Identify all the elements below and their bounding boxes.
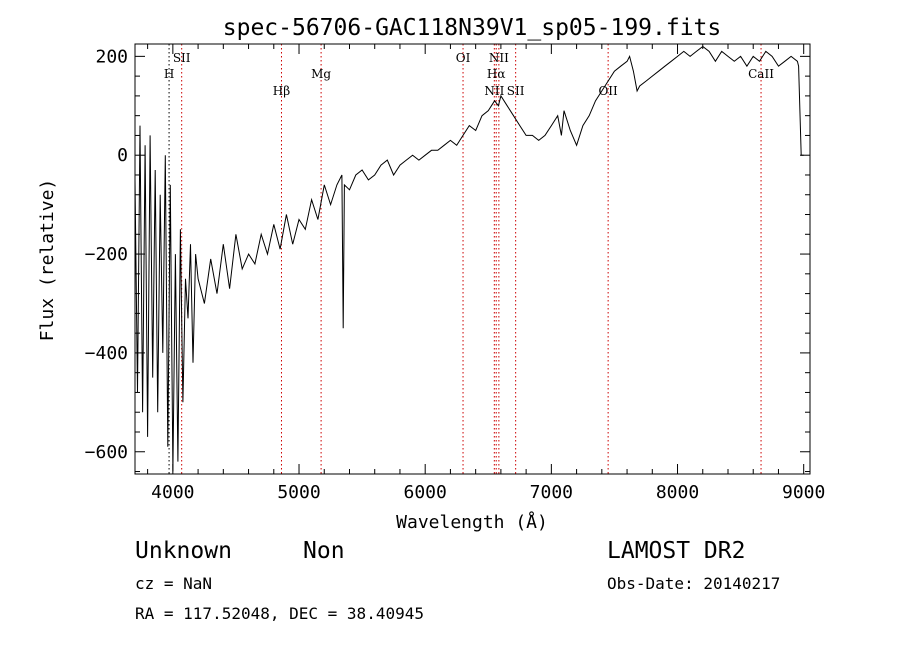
y-tick-label: −600 (85, 442, 128, 463)
y-axis-label: Flux (relative) (37, 179, 58, 342)
emission-line-label: NII (484, 84, 504, 98)
emission-line-label: H (164, 67, 174, 81)
observation-date: Obs-Date: 20140217 (607, 574, 781, 593)
y-axis: 200 0 −200 −400 −600 (85, 46, 810, 473)
chart-title: spec-56706-GAC118N39V1_sp05-199.fits (223, 15, 722, 41)
x-axis-label: Wavelength (Å) (396, 511, 548, 533)
object-class: Unknown (135, 538, 232, 564)
emission-line-label: CaII (748, 67, 774, 81)
redshift-cz: cz = NaN (135, 574, 213, 593)
x-tick-label: 4000 (151, 482, 194, 503)
x-tick-label: 8000 (656, 482, 699, 503)
emission-line-label: Hβ (273, 84, 290, 98)
spectrum-series-line (134, 45, 804, 472)
emission-line-label: Hα (487, 67, 506, 81)
emission-line-label: NII (489, 51, 509, 65)
object-subclass: Non (303, 538, 345, 564)
x-tick-label: 7000 (530, 482, 573, 503)
plot-frame (134, 43, 811, 475)
x-tick-label: 5000 (277, 482, 320, 503)
y-tick-label: 200 (95, 46, 128, 67)
emission-line-label: Mg (311, 67, 331, 81)
x-tick-label: 6000 (404, 482, 447, 503)
sky-coordinates: RA = 117.52048, DEC = 38.40945 (135, 604, 424, 623)
y-tick-label: −400 (85, 343, 128, 364)
y-tick-label: −200 (85, 244, 128, 265)
emission-line-label: OII (598, 84, 618, 98)
emission-line-label: OI (456, 51, 471, 65)
emission-line-label: SII (173, 51, 191, 65)
survey-name: LAMOST DR2 (607, 538, 746, 564)
x-axis: 4000 5000 6000 7000 8000 9000 (147, 44, 825, 503)
x-tick-label: 9000 (782, 482, 825, 503)
y-tick-label: 0 (117, 145, 128, 166)
emission-line-label: SII (507, 84, 525, 98)
emission-line-markers (168, 44, 762, 474)
